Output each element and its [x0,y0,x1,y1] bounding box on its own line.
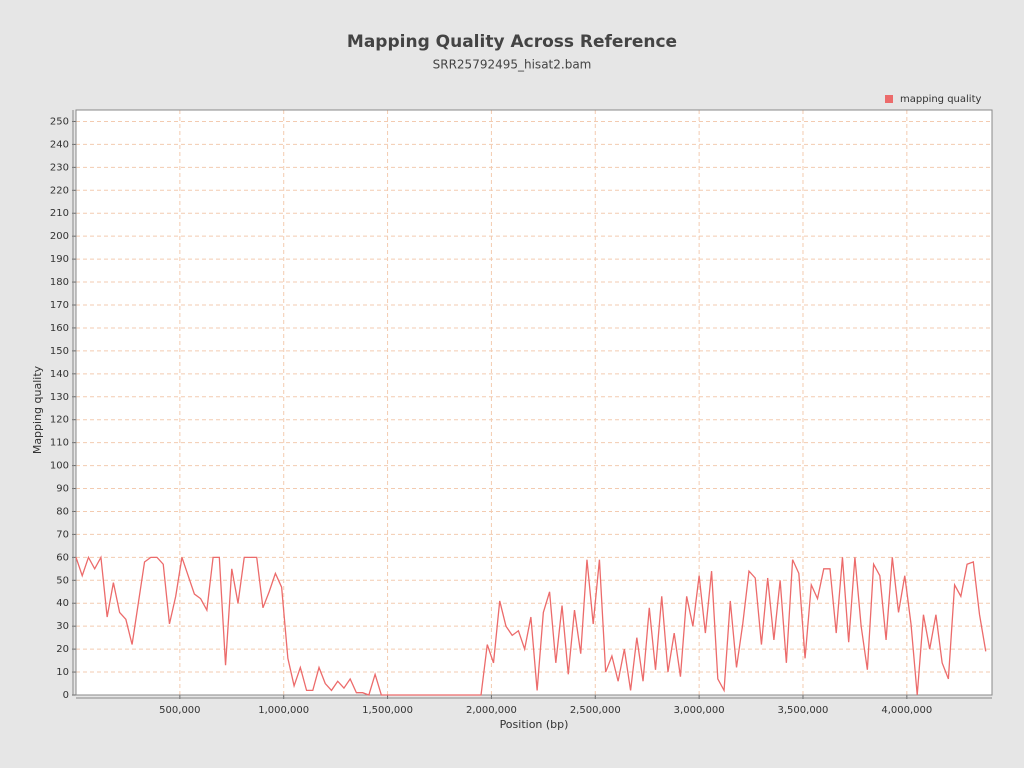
y-tick-label: 20 [56,644,69,655]
y-tick-label: 30 [56,621,69,632]
y-tick-label: 10 [56,667,69,678]
x-tick-label: 500,000 [159,705,200,716]
y-tick-label: 170 [50,300,69,311]
y-tick-label: 0 [63,690,69,701]
y-axis-label: Mapping quality [31,365,44,454]
x-tick-label: 2,500,000 [570,705,621,716]
x-tick-label: 3,000,000 [674,705,725,716]
y-tick-label: 240 [50,139,69,150]
y-tick-label: 70 [56,529,69,540]
x-axis-label: Position (bp) [500,718,569,731]
y-tick-label: 190 [50,254,69,265]
y-tick-label: 210 [50,208,69,219]
y-tick-label: 180 [50,277,69,288]
y-tick-label: 90 [56,484,69,495]
plot-area [76,110,992,695]
data-line [75,555,987,696]
y-tick-label: 250 [50,116,69,127]
y-tick-label: 220 [50,185,69,196]
x-tick-label: 2,000,000 [466,705,517,716]
y-tick-label: 60 [56,552,69,563]
chart-title: Mapping Quality Across Reference [347,32,677,52]
x-tick-label: 4,000,000 [881,705,932,716]
y-tick-label: 120 [50,415,69,426]
x-tick-label: 1,500,000 [362,705,413,716]
y-tick-label: 200 [50,231,69,242]
x-tick-label: 3,500,000 [778,705,829,716]
y-tick-label: 80 [56,506,69,517]
y-tick-label: 160 [50,323,69,334]
plot-border [75,109,993,696]
x-tick-label: 1,000,000 [258,705,309,716]
legend-label: mapping quality [900,94,981,105]
y-tick-label: 150 [50,346,69,357]
y-tick-label: 130 [50,392,69,403]
y-tick-label: 40 [56,598,69,609]
legend-swatch [885,95,893,103]
chart-subtitle: SRR25792495_hisat2.bam [433,58,592,72]
y-tick-label: 110 [50,438,69,449]
y-tick-label: 140 [50,369,69,380]
y-tick-label: 50 [56,575,69,586]
y-tick-label: 100 [50,461,69,472]
y-tick-label: 230 [50,162,69,173]
